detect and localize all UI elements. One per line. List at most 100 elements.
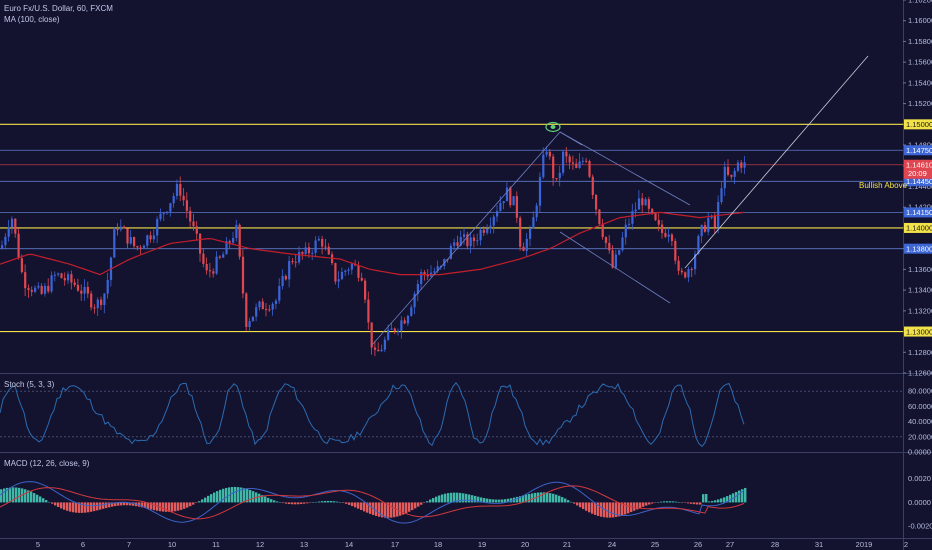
price-tick-label: 1.15600	[908, 58, 932, 67]
macd-hist-bar	[234, 486, 237, 503]
macd-hist-bar	[603, 502, 606, 518]
macd-hist-bar	[531, 493, 534, 503]
candle-up	[159, 213, 162, 220]
macd-hist-bar	[618, 502, 621, 517]
macd-hist-bar	[117, 502, 120, 506]
candle-up	[416, 283, 419, 294]
candle-up	[57, 273, 60, 275]
candle-down	[301, 252, 304, 254]
candle-down	[370, 322, 373, 348]
macd-hist-bar	[477, 496, 480, 503]
macd-hist-bar	[504, 499, 507, 503]
macd-hist-bar	[642, 502, 645, 507]
candle-down	[47, 285, 50, 292]
macd-hist-bar	[624, 502, 627, 515]
macd-hist-bar	[207, 495, 210, 503]
candle-down	[63, 278, 66, 281]
candle-down	[238, 224, 241, 257]
macd-hist-bar	[501, 499, 504, 503]
macd-hist-bar	[573, 502, 576, 504]
candle-up	[558, 172, 561, 179]
candle-down	[684, 272, 687, 278]
macd-hist-bar	[6, 487, 9, 503]
macd-hist-bar	[489, 499, 492, 503]
macd-hist-bar	[198, 501, 201, 503]
macd-hist-bar	[537, 492, 540, 503]
candle-down	[321, 238, 324, 247]
candle-up	[274, 300, 278, 304]
macd-hist-bar	[108, 502, 111, 508]
x-axis-label-12: 12	[256, 540, 264, 549]
macd-hist-bar	[216, 491, 219, 503]
level-price-tag	[904, 145, 932, 156]
candle-down	[245, 293, 248, 328]
candle-down	[212, 271, 215, 274]
macd-hist-bar	[483, 498, 486, 503]
macd-hist-bar	[69, 502, 72, 512]
level-price-tag-label: 1.14450	[906, 177, 932, 186]
candle-down	[466, 234, 469, 247]
macd-hist-bar	[249, 490, 252, 503]
macd-hist-bar	[336, 501, 339, 503]
macd-signal-line	[0, 485, 745, 520]
candle-up	[436, 266, 439, 272]
candle-up	[707, 217, 710, 232]
x-axis-label-10: 10	[168, 540, 176, 549]
candle-down	[324, 246, 327, 248]
candle-up	[222, 254, 225, 258]
candle-up	[410, 307, 413, 316]
macd-hist-bar	[405, 502, 408, 514]
macd-hist-bar	[552, 493, 555, 503]
macd-hist-bar	[312, 502, 315, 503]
candle-down	[585, 160, 588, 162]
ma-100-line	[0, 211, 745, 276]
macd-hist-bar	[630, 502, 633, 513]
macd-hist-bar	[339, 502, 342, 503]
macd-hist-bar	[183, 502, 186, 509]
macd-hist-bar	[564, 498, 567, 503]
candle-down	[654, 213, 657, 221]
macd-hist-bar	[636, 502, 639, 510]
macd-hist-bar	[570, 501, 573, 503]
candle-down	[202, 253, 205, 264]
macd-hist-bar	[318, 501, 321, 503]
candle-up	[406, 315, 410, 324]
candle-down	[40, 285, 43, 294]
macd-hist-bar	[582, 502, 585, 510]
candle-up	[1, 245, 4, 249]
ma-indicator-title: MA (100, close)	[4, 15, 60, 24]
macd-hist-bar	[321, 501, 324, 503]
candle-down	[426, 274, 429, 277]
stoch-tick-label: 40.0000	[908, 417, 932, 426]
candle-up	[733, 170, 736, 177]
x-axis-label-5: 5	[36, 540, 40, 549]
candle-down	[647, 199, 650, 209]
level-price-tag	[904, 326, 932, 337]
macd-hist-bar	[723, 497, 726, 503]
macd-tick-label: 0.0020	[908, 474, 931, 483]
x-axis-label-25: 25	[651, 540, 659, 549]
candle-down	[265, 309, 268, 311]
candle-up	[248, 321, 251, 328]
macd-hist-bar	[192, 502, 195, 505]
macd-hist-bar	[201, 499, 204, 503]
macd-hist-bar	[240, 487, 243, 503]
candle-down	[136, 246, 139, 248]
macd-hist-bar	[510, 498, 513, 503]
candle-down	[727, 166, 730, 175]
macd-hist-bar	[354, 502, 357, 508]
candle-up	[235, 224, 238, 239]
candle-up	[166, 211, 169, 214]
candle-down	[307, 247, 311, 254]
macd-hist-bar	[684, 502, 687, 503]
macd-hist-bar	[627, 502, 630, 514]
candle-down	[472, 237, 476, 241]
macd-hist-bar	[357, 502, 360, 509]
stoch-tick-label: 20.0000	[908, 432, 932, 441]
macd-hist-bar	[441, 494, 444, 503]
macd-hist-bar	[639, 502, 642, 509]
candle-down	[608, 242, 611, 251]
macd-hist-bar	[612, 502, 615, 518]
candle-down	[588, 161, 591, 177]
